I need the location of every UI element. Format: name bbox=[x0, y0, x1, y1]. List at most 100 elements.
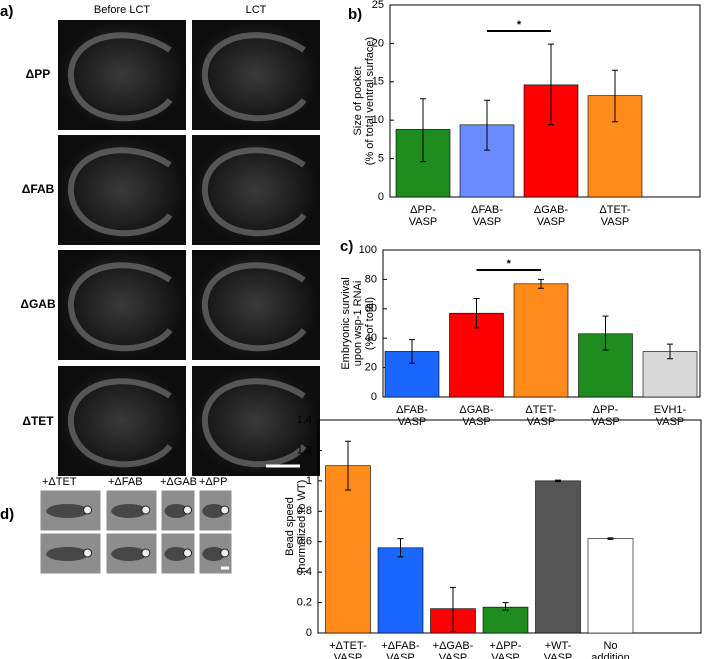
x-tick-label: ΔPP- bbox=[593, 404, 619, 416]
comet-tail bbox=[164, 504, 189, 518]
x-tick-label: VASP bbox=[473, 216, 502, 228]
y-tick-label: 20 bbox=[372, 37, 384, 49]
comet-tail bbox=[46, 547, 89, 561]
y-tick-label: 0 bbox=[378, 191, 384, 203]
bar bbox=[325, 465, 371, 634]
y-tick-label: 60 bbox=[365, 303, 377, 315]
x-tick-label: VASP bbox=[537, 216, 566, 228]
x-tick-label: ΔFAB- bbox=[396, 404, 428, 416]
image-label: +ΔPP bbox=[199, 476, 227, 488]
y-tick-label: 0 bbox=[371, 391, 377, 403]
comet-tail bbox=[202, 547, 226, 561]
row-label: ΔPP bbox=[26, 67, 51, 81]
x-tick-label: +ΔGAB- bbox=[433, 640, 474, 652]
x-tick-label: VASP bbox=[601, 216, 630, 228]
embryo-outline bbox=[201, 262, 307, 352]
x-tick-label: VASP bbox=[398, 416, 427, 428]
row-label: ΔFAB bbox=[22, 182, 55, 196]
micrograph bbox=[58, 20, 186, 130]
y-tick-label: 0.2 bbox=[297, 596, 312, 608]
x-tick-label: +WT- bbox=[545, 640, 572, 652]
panel-label: b) bbox=[348, 6, 362, 23]
embryo-outline bbox=[201, 32, 307, 122]
micrograph bbox=[192, 366, 320, 476]
y-axis-label: Bead speed bbox=[284, 497, 296, 556]
comet-tail bbox=[46, 504, 89, 518]
micrograph bbox=[58, 135, 186, 245]
x-tick-label: ΔTET- bbox=[599, 204, 631, 216]
bead bbox=[83, 505, 93, 515]
y-axis-label: upon wsp-1 RNAi bbox=[352, 281, 364, 367]
comet-tail bbox=[164, 547, 189, 561]
error-bar bbox=[473, 298, 480, 329]
bead bbox=[220, 548, 230, 558]
error-bar bbox=[612, 69, 618, 123]
y-tick-label: 80 bbox=[365, 273, 377, 285]
x-tick-label: VASP bbox=[491, 652, 520, 659]
x-tick-label: VASP bbox=[656, 416, 685, 428]
bead bbox=[141, 505, 151, 515]
y-tick-label: 1 bbox=[306, 475, 312, 487]
x-tick-label: VASP bbox=[439, 652, 468, 659]
column-header: LCT bbox=[246, 4, 267, 16]
x-tick-label: VASP bbox=[462, 416, 491, 428]
panel-label: c) bbox=[340, 238, 353, 255]
error-bar bbox=[667, 343, 673, 360]
y-tick-label: 40 bbox=[365, 332, 377, 344]
image-label: +ΔGAB bbox=[160, 476, 197, 488]
x-tick-label: ΔGAB- bbox=[534, 204, 569, 216]
error-bar bbox=[538, 278, 544, 289]
bead bbox=[141, 548, 151, 558]
y-tick-label: 15 bbox=[372, 76, 384, 88]
x-tick-label: EVH1- bbox=[654, 404, 687, 416]
panel-label: d) bbox=[0, 506, 14, 523]
micrograph bbox=[192, 250, 320, 360]
bar bbox=[377, 547, 424, 634]
y-tick-label: 10 bbox=[372, 114, 384, 126]
x-tick-label: +ΔFAB- bbox=[381, 640, 420, 652]
bar bbox=[535, 480, 581, 634]
y-tick-label: 5 bbox=[378, 153, 384, 165]
x-tick-label: VASP bbox=[334, 652, 363, 659]
bar bbox=[482, 606, 529, 634]
embryo-outline bbox=[201, 147, 307, 237]
column-header: Before LCT bbox=[94, 4, 151, 16]
bead bbox=[183, 548, 193, 558]
panel-d-images: d) +ΔTET +ΔFAB +ΔGAB +ΔPP bbox=[0, 476, 233, 575]
comet-tail bbox=[111, 547, 147, 561]
x-tick-label: VASP bbox=[591, 416, 620, 428]
error-bar bbox=[450, 586, 456, 632]
y-tick-label: 0.4 bbox=[297, 566, 312, 578]
error-bar bbox=[548, 43, 554, 126]
micrograph bbox=[192, 135, 320, 245]
y-tick-label: 0.6 bbox=[297, 536, 312, 548]
embryo-outline bbox=[67, 262, 173, 352]
y-axis-label: Size of pocket bbox=[352, 66, 364, 135]
x-tick-label: ΔFAB- bbox=[471, 204, 503, 216]
bead bbox=[220, 505, 230, 515]
y-tick-label: 25 bbox=[372, 0, 384, 11]
error-bar bbox=[397, 538, 404, 558]
comet-tail bbox=[111, 504, 147, 518]
error-bar bbox=[607, 537, 614, 540]
panel-a: a) Before LCT LCT ΔPP ΔFAB ΔGAB ΔTET bbox=[0, 3, 320, 476]
x-tick-label: addition bbox=[591, 652, 630, 659]
row-label: ΔGAB bbox=[20, 297, 56, 311]
bar bbox=[587, 538, 634, 634]
micrograph bbox=[192, 20, 320, 130]
y-tick-label: 0 bbox=[306, 627, 312, 639]
x-tick-label: VASP bbox=[527, 416, 556, 428]
embryo-outline bbox=[67, 147, 173, 237]
x-tick-label: VASP bbox=[544, 652, 573, 659]
x-tick-label: +ΔPP- bbox=[489, 640, 521, 652]
micrograph bbox=[58, 250, 186, 360]
significance-marker: * bbox=[517, 19, 522, 31]
plot-frame bbox=[317, 419, 702, 634]
error-bar bbox=[502, 602, 509, 611]
y-tick-label: 100 bbox=[359, 244, 377, 256]
y-tick-label: 1.4 bbox=[297, 414, 312, 426]
error-bar bbox=[420, 98, 426, 163]
significance-marker: * bbox=[507, 258, 512, 270]
y-tick-label: 20 bbox=[365, 362, 377, 374]
